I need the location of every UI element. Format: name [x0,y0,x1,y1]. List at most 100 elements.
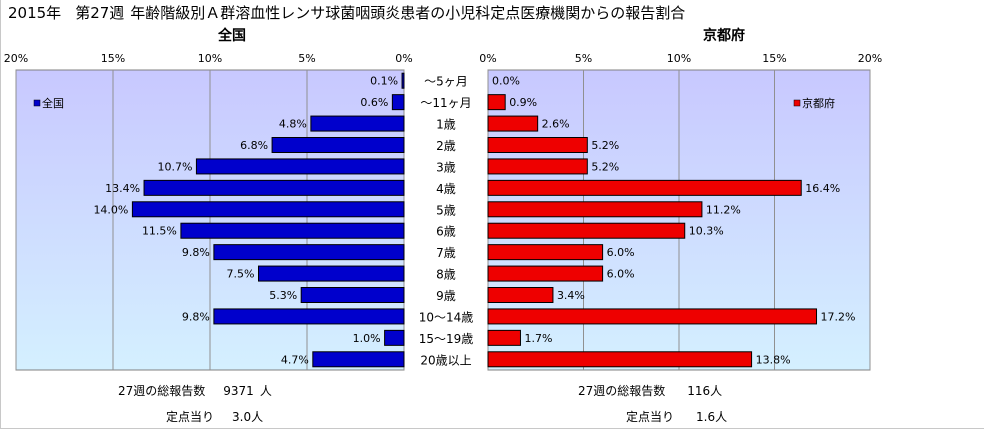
kyoto-data-label: 5.2% [591,139,619,152]
national-bar [258,265,405,282]
kyoto-data-label: 5.2% [591,160,619,173]
category-label: 6歳 [436,225,456,239]
national-bar [391,94,405,111]
kyoto-tick-label: 20% [858,52,882,65]
kyoto-data-label: 16.4% [805,182,840,195]
national-bar [131,201,405,218]
national-data-label: 0.6% [360,96,388,109]
national-bar [180,222,405,239]
kyoto-bar [487,308,818,325]
kyoto-bar [487,201,703,218]
category-label: 10～14歳 [419,310,474,324]
national-data-label: 4.7% [281,353,309,366]
kyoto-bar [487,137,588,153]
national-tick-label: 10% [198,52,222,65]
kyoto-panel-title: 京都府 [703,27,745,44]
national-data-label: 5.3% [269,289,297,302]
kyoto-bar [487,244,604,261]
national-data-label: 9.8% [182,310,210,323]
national-bar [143,179,405,196]
national-bar [195,158,405,175]
national-tick-label: 15% [101,52,125,65]
kyoto-total-row: 27週の総報告数 116人 [578,382,722,399]
national-panel-title: 全国 [217,27,246,44]
kyoto-bar [487,179,802,196]
kyoto-bar [487,351,753,368]
kyoto-data-label: 0.0% [492,75,520,88]
national-per-label: 定点当り [166,410,215,424]
national-data-label: 14.0% [93,203,128,216]
kyoto-data-label: 6.0% [607,268,635,281]
category-label: 1歳 [436,118,456,132]
kyoto-data-label: 1.7% [524,332,552,345]
category-label: 5歳 [436,203,456,217]
kyoto-bar [487,94,506,111]
national-tick-label: 20% [4,52,28,65]
national-bar [401,72,405,89]
national-data-label: 10.7% [157,160,192,173]
category-label: ～11ヶ月 [420,96,471,110]
national-total-value: 9371 [223,384,254,398]
frame-left [0,0,1,429]
chart-title: 2015年 第27週 年齢階級別Ａ群溶血性レンサ球菌咽頭炎患者の小児科定点医療機関か… [8,2,699,23]
kyoto-tick-label: 0% [479,52,496,65]
kyoto-total-label: 27週の総報告数 [578,384,666,398]
kyoto-data-label: 10.3% [689,225,724,238]
kyoto-data-label: 0.9% [509,96,537,109]
kyoto-total-value: 116人 [687,384,723,398]
category-label: 3歳 [436,160,456,174]
kyoto-per-row: 定点当り 1.6人 [626,408,727,425]
national-data-label: 1.0% [353,332,381,345]
national-data-label: 9.8% [182,246,210,259]
national-bar [310,115,405,132]
national-data-label: 11.5% [142,225,177,238]
category-label: 7歳 [436,246,456,260]
kyoto-data-label: 17.2% [821,310,856,323]
kyoto-tick-label: 15% [762,52,786,65]
category-label: 2歳 [436,139,456,153]
national-legend-label: 全国 [42,96,64,110]
category-label: ～5ヶ月 [424,75,468,89]
kyoto-data-label: 11.2% [706,203,741,216]
national-tick-label: 0% [395,52,412,65]
kyoto-bar [487,287,554,303]
national-bar [300,287,405,303]
category-label: 8歳 [436,268,456,282]
title-week: 第27週 [75,4,125,22]
kyoto-bar [487,329,521,346]
kyoto-data-label: 13.8% [756,353,791,366]
category-label: 9歳 [436,289,456,303]
national-bar [271,137,405,153]
kyoto-legend-label: 京都府 [802,96,835,110]
kyoto-tick-label: 5% [575,52,592,65]
kyoto-legend-swatch [793,99,801,107]
kyoto-data-label: 6.0% [607,246,635,259]
kyoto-per-label: 定点当り [626,410,675,424]
national-data-label: 4.8% [279,118,307,131]
kyoto-bar [487,115,539,132]
category-label: 20歳以上 [420,353,471,367]
title-year: 2015年 [8,4,62,22]
kyoto-bar [487,265,604,282]
kyoto-tick-label: 10% [667,52,691,65]
national-total-unit: 人 [259,384,272,398]
kyoto-data-label: 2.6% [542,118,570,131]
national-data-label: 13.4% [105,182,140,195]
kyoto-data-label: 3.4% [557,289,585,302]
category-label: 4歳 [436,182,456,196]
national-data-label: 6.8% [240,139,268,152]
kyoto-bar [487,222,686,239]
title-text: 年齢階級別Ａ群溶血性レンサ球菌咽頭炎患者の小児科定点医療機関からの報告割合 [130,4,686,22]
national-total-row: 27週の総報告数 9371 人 [118,382,272,399]
national-per-value: 3.0人 [232,410,264,424]
national-bar [213,244,405,261]
national-bar [384,329,405,346]
national-data-label: 7.5% [227,268,255,281]
category-label: 15～19歳 [419,332,474,346]
national-tick-label: 5% [298,52,315,65]
national-legend-swatch [33,99,41,107]
national-per-row: 定点当り 3.0人 [166,408,263,425]
kyoto-per-value: 1.6人 [696,410,728,424]
national-bar [312,351,405,368]
kyoto-bar [487,158,588,175]
